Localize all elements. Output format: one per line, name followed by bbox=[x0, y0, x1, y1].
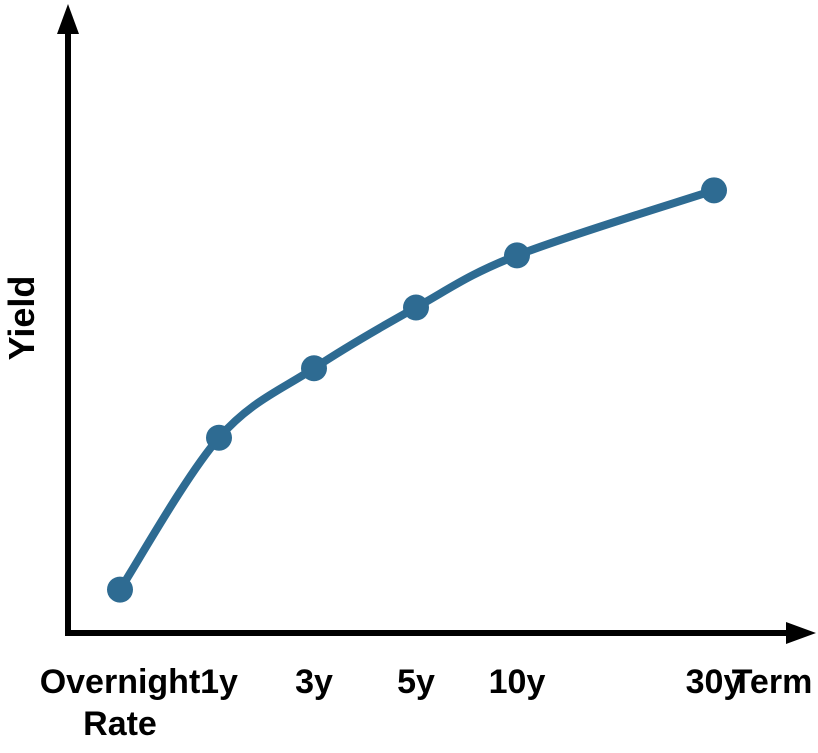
y-axis-arrow bbox=[57, 4, 79, 34]
data-point bbox=[504, 242, 530, 269]
x-axis-title: Term bbox=[732, 663, 813, 701]
data-point bbox=[107, 576, 133, 603]
x-tick-label: 5y bbox=[397, 663, 435, 701]
x-tick-label-line: 1y bbox=[200, 663, 238, 701]
data-points bbox=[107, 177, 727, 603]
x-tick-label: 10y bbox=[489, 663, 546, 701]
x-tick-label-line: Overnight bbox=[40, 663, 201, 701]
series-line bbox=[116, 186, 718, 594]
x-tick-label-line: 30y bbox=[686, 663, 743, 701]
x-axis-arrow bbox=[786, 622, 816, 644]
x-tick-label-line: 10y bbox=[489, 663, 546, 701]
data-point bbox=[403, 294, 429, 321]
x-tick-labels: Overnight Rate 1y 3y 5y 10y 30y bbox=[40, 663, 743, 743]
x-tick-label: 1y bbox=[200, 663, 238, 701]
data-point bbox=[301, 355, 327, 382]
y-axis-title: Yield bbox=[1, 276, 42, 361]
x-tick-label-line: 3y bbox=[295, 663, 333, 701]
data-point bbox=[701, 177, 727, 204]
x-tick-label: Overnight Rate bbox=[40, 663, 201, 743]
axes bbox=[57, 4, 816, 644]
x-tick-label: 3y bbox=[295, 663, 333, 701]
x-tick-label: 30y bbox=[686, 663, 743, 701]
x-tick-label-line: 5y bbox=[397, 663, 435, 701]
data-point bbox=[206, 424, 232, 451]
x-tick-label-line: Rate bbox=[83, 705, 157, 743]
